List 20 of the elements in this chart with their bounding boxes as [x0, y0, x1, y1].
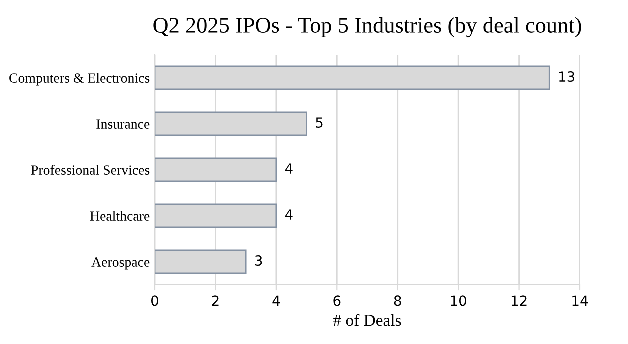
- chart-title: Q2 2025 IPOs - Top 5 Industries (by deal count): [154, 17, 582, 38]
- y-tick-label: Computers & Electronics: [10, 73, 150, 86]
- data-label: 3: [255, 256, 262, 266]
- data-label: 4: [285, 210, 293, 220]
- x-tick-label: 4: [272, 296, 280, 306]
- x-tick-label: 10: [451, 296, 466, 306]
- y-tick-label: Aerospace: [92, 258, 150, 270]
- y-tick-label: Professional Services: [31, 165, 150, 175]
- x-tick-label: 8: [394, 296, 402, 306]
- y-tick-label: Healthcare: [90, 211, 150, 221]
- x-tick-label: 6: [334, 296, 341, 306]
- x-tick-label: 0: [151, 296, 158, 306]
- y-tick-label: Insurance: [96, 120, 150, 129]
- x-tick-label: 12: [512, 296, 527, 306]
- data-label: 13: [560, 72, 575, 82]
- x-tick-label: 2: [212, 296, 219, 306]
- x-axis-title: # of Deals: [334, 314, 402, 326]
- data-label: 5: [316, 118, 323, 128]
- data-label: 4: [285, 164, 293, 174]
- x-tick-label: 14: [572, 296, 588, 306]
